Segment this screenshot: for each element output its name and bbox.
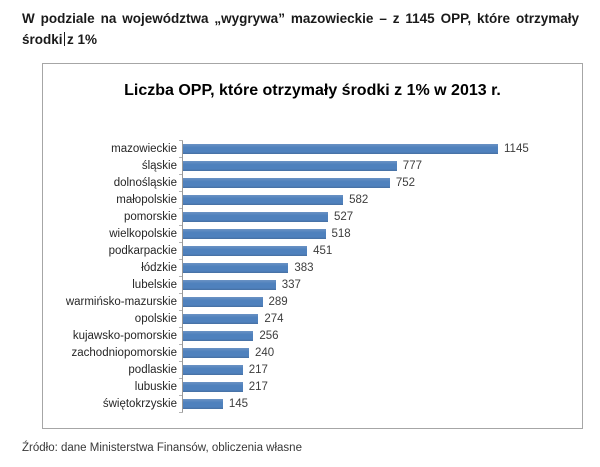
- value-label: 337: [281, 278, 301, 291]
- bar: [183, 143, 498, 154]
- intro-line-2: środki z 1%: [22, 29, 579, 50]
- bar: [183, 330, 254, 341]
- bar: [183, 211, 328, 222]
- bar: [183, 160, 397, 171]
- category-label: warmińsko-mazurskie: [65, 295, 177, 308]
- bar-row: kujawsko-pomorskie 256: [43, 327, 570, 345]
- bar: [183, 347, 249, 358]
- bar-row: świętokrzyskie 145: [43, 395, 570, 413]
- bar-track: 337: [179, 276, 570, 294]
- category-label: lubelskie: [132, 278, 177, 291]
- value-label: 240: [255, 346, 275, 359]
- bar-track: 527: [179, 208, 570, 226]
- bar-row: opolskie 274: [43, 310, 570, 328]
- category-label: podkarpackie: [108, 244, 177, 257]
- bar-row: warmińsko-mazurskie 289: [43, 293, 570, 311]
- bar-row: wielkopolskie 518: [43, 225, 570, 243]
- category-label: pomorskie: [123, 210, 177, 223]
- bar-track: 752: [179, 174, 570, 192]
- bar: [183, 381, 243, 392]
- bar-track: 240: [179, 344, 570, 362]
- category-label: mazowieckie: [111, 142, 177, 155]
- bar-row: zachodniopomorskie 240: [43, 344, 570, 362]
- intro-paragraph: W podziale na województwa „wygrywa” mazo…: [22, 8, 579, 50]
- category-label: śląskie: [141, 159, 177, 172]
- text-cursor: [63, 32, 66, 46]
- bar-track: 1145: [179, 140, 570, 158]
- chart-plot-area: mazowieckie 1145 śląskie 777 dolnośląskie 752…: [43, 140, 570, 413]
- value-label: 274: [264, 312, 284, 325]
- bar-track: 256: [179, 327, 570, 345]
- bar-track: 274: [179, 310, 570, 328]
- category-label: dolnośląskie: [113, 176, 177, 189]
- bar: [183, 177, 390, 188]
- category-label: lubuskie: [134, 380, 177, 393]
- bar-row: podkarpackie 451: [43, 242, 570, 260]
- bar-track: 777: [179, 157, 570, 175]
- bar-row: małopolskie 582: [43, 191, 570, 209]
- bar-track: 582: [179, 191, 570, 209]
- bar-row: dolnośląskie 752: [43, 174, 570, 192]
- bar: [183, 296, 263, 307]
- value-label: 289: [268, 295, 288, 308]
- bar-track: 145: [179, 395, 570, 413]
- bar: [183, 279, 276, 290]
- bar: [183, 194, 344, 205]
- chart-title: Liczba OPP, które otrzymały środki z 1% …: [124, 82, 501, 99]
- category-label: kujawsko-pomorskie: [72, 329, 177, 342]
- bar: [183, 313, 259, 324]
- bar-track: 518: [179, 225, 570, 243]
- value-label: 145: [228, 397, 249, 410]
- value-label: 777: [402, 159, 422, 172]
- bar: [183, 398, 223, 409]
- category-label: świętokrzyskie: [102, 397, 177, 410]
- bar-track: 289: [179, 293, 570, 311]
- bar: [183, 364, 243, 375]
- value-label: 217: [248, 363, 268, 376]
- bar-row: pomorskie 527: [43, 208, 570, 226]
- bar-row: podlaskie 217: [43, 361, 570, 379]
- value-label: 383: [294, 261, 314, 274]
- source-note: Źródło: dane Ministerstwa Finansów, obli…: [22, 442, 302, 454]
- value-label: 256: [259, 329, 279, 342]
- bar-row: lubuskie 217: [43, 378, 570, 396]
- value-label: 1145: [504, 142, 529, 155]
- intro-line2-text-b: z 1%: [67, 32, 98, 47]
- bar-row: śląskie 777: [43, 157, 570, 175]
- value-label: 527: [334, 210, 354, 223]
- category-label: zachodniopomorskie: [71, 346, 177, 359]
- bar-track: 383: [179, 259, 570, 277]
- bar-track: 217: [179, 378, 570, 396]
- value-label: 217: [248, 380, 268, 393]
- chart-panel: Liczba OPP, które otrzymały środki z 1% …: [42, 63, 583, 429]
- bar: [183, 245, 308, 256]
- category-label: podlaskie: [128, 363, 177, 376]
- bar-row: lubelskie 337: [43, 276, 570, 294]
- bar: [183, 228, 326, 239]
- value-label: 582: [349, 193, 369, 206]
- intro-line2-text-a: środki: [22, 32, 63, 47]
- bar-row: mazowieckie 1145: [43, 140, 570, 158]
- value-label: 518: [331, 227, 351, 240]
- bar-track: 217: [179, 361, 570, 379]
- bar: [183, 262, 289, 273]
- bar-track: 451: [179, 242, 570, 260]
- category-label: wielkopolskie: [109, 227, 177, 240]
- intro-line-1: W podziale na województwa „wygrywa” mazo…: [22, 11, 579, 26]
- category-label: łódzkie: [141, 261, 177, 274]
- bar-row: łódzkie 383: [43, 259, 570, 277]
- category-label: małopolskie: [116, 193, 177, 206]
- value-label: 451: [313, 244, 333, 257]
- value-label: 752: [395, 176, 416, 189]
- category-label: opolskie: [134, 312, 177, 325]
